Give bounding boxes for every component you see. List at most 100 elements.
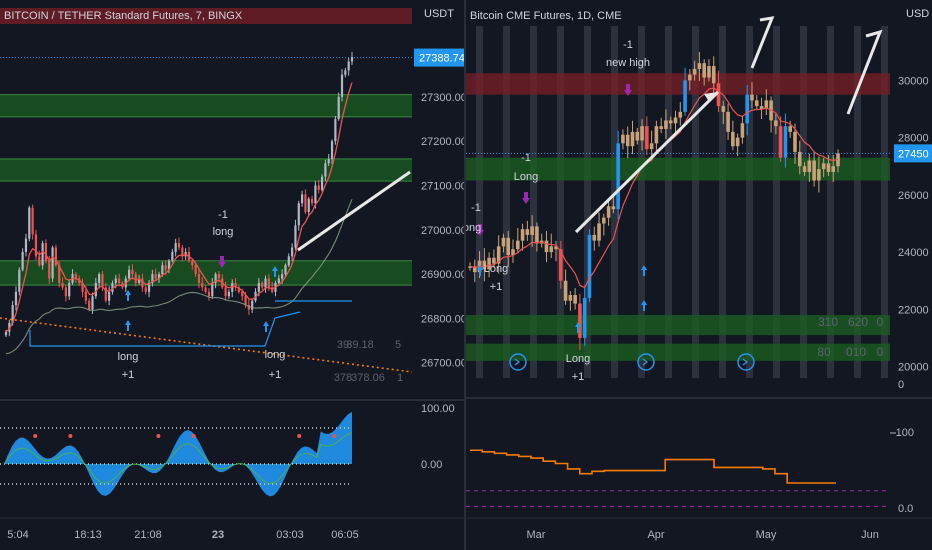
left-candle-body xyxy=(261,282,264,288)
right-candle-body xyxy=(544,240,549,253)
right-candle-body xyxy=(817,169,821,181)
right-candle-body xyxy=(826,163,831,172)
right-candle-body xyxy=(750,94,754,101)
left-candle-body xyxy=(161,265,164,275)
left-candle-body xyxy=(194,265,197,275)
price-axis-tick-label: 27200.00 xyxy=(421,136,466,148)
left-candle-body xyxy=(267,278,270,288)
osc-axis-tick-label: -100 xyxy=(892,427,914,439)
signal-annotation-label: +1 xyxy=(122,369,135,381)
support-zone xyxy=(0,260,412,286)
left-candle-body xyxy=(330,141,334,159)
left-candle-body xyxy=(297,203,300,226)
right-chart-svg[interactable]: -1 ong -1 Long Long +1 -1 new high Long +1 310 620 0… xyxy=(466,0,932,550)
right-candle-body xyxy=(659,126,663,130)
long-signal-arrow-icon xyxy=(477,265,483,276)
left-candle-body xyxy=(241,291,244,297)
left-candle-body xyxy=(211,282,214,297)
left-candle-body xyxy=(181,247,184,257)
right-candle-body xyxy=(520,229,525,241)
signal-annotation-label: +1 xyxy=(572,371,585,383)
up-arrow-icon xyxy=(750,16,775,69)
left-candle-body xyxy=(108,291,111,301)
left-candle-body xyxy=(34,234,38,257)
right-candle-body xyxy=(582,297,587,338)
right-candle-body xyxy=(788,126,793,132)
left-candle-body xyxy=(44,243,48,261)
left-candle-body xyxy=(307,198,310,213)
left-candle-body xyxy=(257,282,260,292)
left-candle-body xyxy=(11,305,14,323)
left-candle-body xyxy=(271,287,274,292)
price-axis-tick-label: 27000.00 xyxy=(421,225,466,237)
right-candle-body xyxy=(625,134,630,147)
indicator-value-readout: 39.18 xyxy=(346,339,374,351)
long-signal-arrow-icon xyxy=(575,322,581,333)
right-candle-body xyxy=(496,246,501,264)
right-candle-body xyxy=(802,166,807,172)
resistance-zone xyxy=(466,73,890,95)
right-candle-body xyxy=(640,126,644,141)
event-marker-chevron-icon xyxy=(514,358,521,366)
right-candle-body xyxy=(515,240,520,250)
long-signal-arrow-icon xyxy=(641,300,647,311)
osc-axis-tick-label: 0.00 xyxy=(421,459,442,471)
left-candle-body xyxy=(320,176,324,190)
left-candle-body xyxy=(164,265,167,270)
right-candle-body xyxy=(525,229,530,235)
right-candle-body xyxy=(573,295,577,304)
right-candle-body xyxy=(783,126,788,158)
current-price-label: 27450 xyxy=(898,148,929,160)
support-zone xyxy=(466,343,890,361)
current-price-badge xyxy=(894,144,932,163)
left-candle-body xyxy=(151,274,154,283)
oscillator-step-line xyxy=(470,449,836,484)
left-candle-body xyxy=(324,163,327,177)
event-marker-icon xyxy=(509,353,527,371)
left-candle-body xyxy=(41,243,44,266)
left-candle-body xyxy=(197,274,201,283)
session-stripe xyxy=(557,26,564,378)
left-candle-body xyxy=(54,247,58,266)
right-candle-body xyxy=(535,226,539,244)
event-marker-chevron-icon xyxy=(742,358,749,366)
session-stripe xyxy=(692,26,699,378)
left-candle-body xyxy=(264,278,267,288)
left-candle-body xyxy=(191,260,194,266)
right-candle-body xyxy=(587,234,592,298)
left-candle-body xyxy=(337,96,340,120)
left-candle-body xyxy=(227,291,231,297)
right-candle-body xyxy=(735,137,740,147)
signal-annotation-label: +1 xyxy=(490,281,503,293)
right-candle-body xyxy=(616,143,620,210)
left-candle-body xyxy=(147,282,151,292)
oscillator-signal-line xyxy=(3,432,353,484)
support-zone xyxy=(0,158,412,182)
right-chart-panel[interactable]: Bitcoin CME Futures, 1D, CME USD -1ong-1… xyxy=(466,0,932,550)
left-candle-body xyxy=(314,185,317,204)
indicator-value-readout: 1 xyxy=(397,372,403,384)
right-candle-body xyxy=(630,131,635,147)
time-axis-tick-label: Mar xyxy=(527,529,546,541)
indicator-value-readout: 378 xyxy=(334,372,352,384)
right-candle-body xyxy=(611,206,616,210)
left-candle-body xyxy=(294,225,297,248)
left-candle-body xyxy=(4,331,8,336)
left-slow-ma-line xyxy=(5,198,353,355)
left-candle-body xyxy=(310,198,314,204)
signal-annotation-label: Long xyxy=(514,171,538,183)
time-axis-tick-label: Jun xyxy=(861,529,879,541)
right-candle-body xyxy=(578,303,582,338)
right-candle-body xyxy=(692,68,697,75)
price-axis-tick-label: 24000 xyxy=(898,247,929,259)
left-candle-body xyxy=(217,274,221,279)
time-axis-tick-label: 23 xyxy=(212,529,224,541)
left-candle-body xyxy=(84,291,87,301)
left-chart-panel[interactable]: BITCOIN / TETHER Standard Futures, 7, BI… xyxy=(0,0,466,550)
left-candle-body xyxy=(224,287,227,297)
event-marker-chevron-icon xyxy=(642,358,649,366)
left-candle-body xyxy=(244,296,247,306)
right-candle-body xyxy=(664,120,668,130)
panel-divider[interactable] xyxy=(464,0,466,550)
